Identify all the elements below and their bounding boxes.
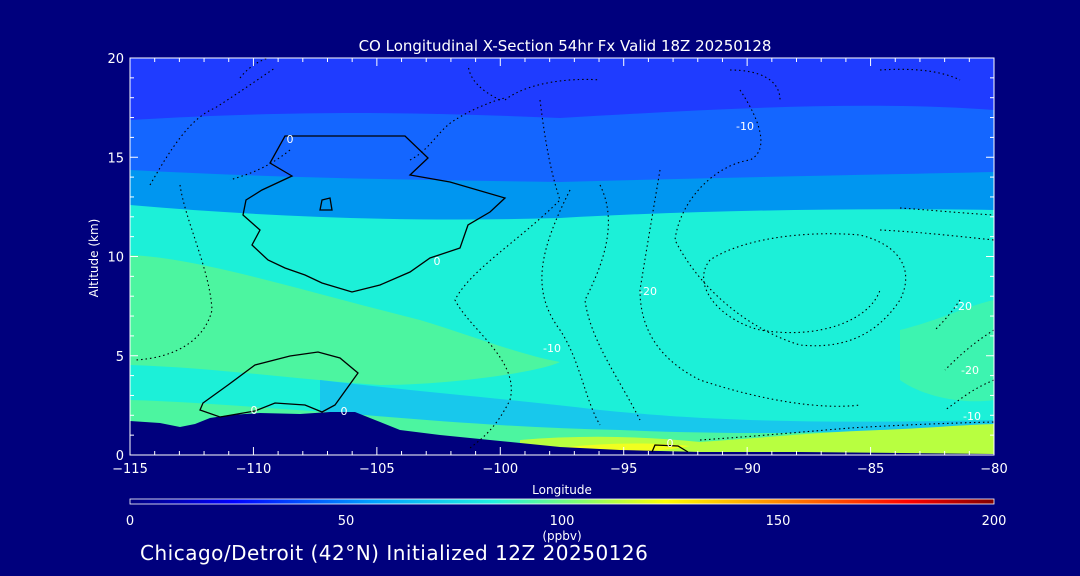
x-tick-label: −110 xyxy=(236,462,272,477)
contour-zero-upper xyxy=(242,135,507,293)
colorbar-ticks: 0 50 100 150 200 xyxy=(126,514,1007,529)
y-axis: 0 5 10 15 20 xyxy=(107,52,994,464)
contour-labels: 0 0 0 0 0 -10 -10 -20 -20 -20 -10 xyxy=(251,120,981,450)
contour-dotted-top xyxy=(239,58,501,101)
contour-label: -10 xyxy=(543,342,561,355)
layer-85-ppbv-east xyxy=(900,300,994,402)
colorbar-tick-label: 100 xyxy=(550,514,575,529)
contour-dotted-mid xyxy=(454,78,861,449)
contour-label: 0 xyxy=(341,405,348,418)
x-axis: −115 −110 −105 −100 −95 −90 −85 −80 xyxy=(112,58,1008,477)
contour-zero-surface xyxy=(651,444,689,453)
chart-title: CO Longitudinal X-Section 54hr Fx Valid … xyxy=(359,37,772,55)
contour-label: -20 xyxy=(954,300,972,313)
contour-label: 0 xyxy=(287,133,294,146)
x-tick-label: −95 xyxy=(610,462,637,477)
x-tick-label: −85 xyxy=(857,462,884,477)
contour-lines xyxy=(134,58,994,453)
terrain-mask xyxy=(130,412,994,455)
contour-label: 0 xyxy=(434,255,441,268)
x-tick-label: −100 xyxy=(482,462,518,477)
contour-label: -10 xyxy=(736,120,754,133)
x-tick-label: −90 xyxy=(733,462,760,477)
y-tick-label: 20 xyxy=(107,52,124,67)
x-axis-label: Longitude xyxy=(532,483,592,497)
colorbar-tick-label: 0 xyxy=(126,514,134,529)
colorbar-tick-label: 50 xyxy=(338,514,355,529)
colorbar-tick-label: 200 xyxy=(982,514,1007,529)
contour-zero-small xyxy=(319,197,333,211)
layer-85-ppbv xyxy=(130,255,560,385)
contour-dotted-east xyxy=(674,68,994,441)
x-tick-label: −80 xyxy=(980,462,1007,477)
footer-caption: Chicago/Detroit (42°N) Initialized 12Z 2… xyxy=(140,541,649,565)
colorbar-label: (ppbv) xyxy=(542,529,581,543)
x-tick-label: −115 xyxy=(112,462,148,477)
contour-label: 0 xyxy=(667,437,674,450)
contour-label: -20 xyxy=(961,364,979,377)
y-tick-label: 15 xyxy=(107,151,124,166)
contour-label: -20 xyxy=(639,285,657,298)
y-tick-label: 0 xyxy=(116,449,124,464)
colorbar-tick-label: 150 xyxy=(766,514,791,529)
y-axis-label: Altitude (km) xyxy=(87,219,101,298)
y-tick-label: 10 xyxy=(107,251,124,266)
y-tick-label: 5 xyxy=(116,350,124,365)
contour-zero-lower xyxy=(199,351,359,418)
co-concentration-field xyxy=(130,58,994,455)
contour-label: 0 xyxy=(251,404,258,417)
contour-label: -10 xyxy=(963,410,981,423)
x-tick-label: −105 xyxy=(359,462,395,477)
colorbar xyxy=(129,498,995,505)
